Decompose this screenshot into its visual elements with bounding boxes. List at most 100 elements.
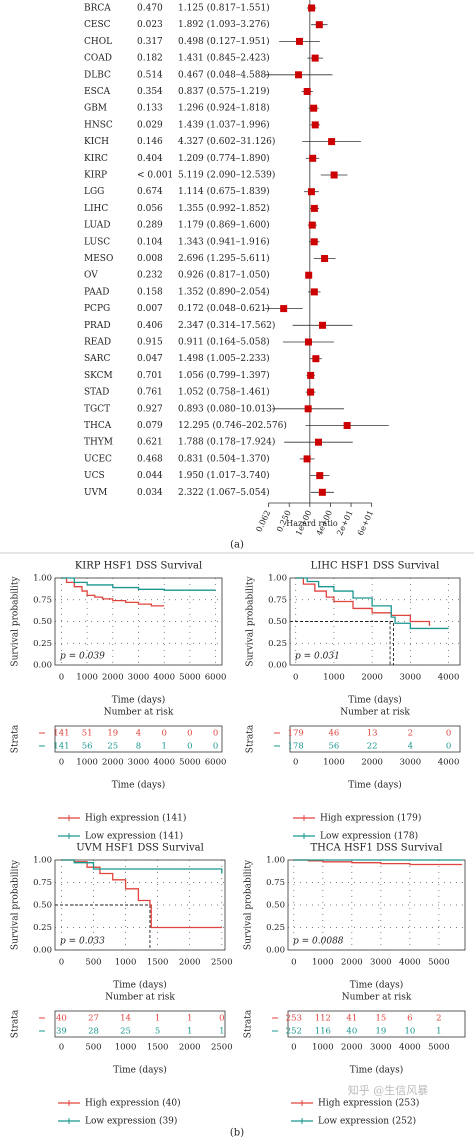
p-value: 0.468 (137, 454, 163, 464)
x-axis-label: Time (days) (348, 695, 401, 706)
p-value: < 0.001 (137, 171, 173, 181)
x-tick-label: 2500 (211, 958, 233, 968)
risk-frame (289, 725, 461, 753)
hr-marker (319, 321, 327, 329)
x-tick-label: 1000 (323, 758, 345, 768)
risk-count: 56 (329, 742, 340, 752)
category-label: KICH (84, 137, 109, 147)
p-value: 0.023 (137, 20, 163, 30)
risk-frame (54, 725, 223, 753)
risk-count: 2 (436, 1014, 441, 1024)
panel-label: (a) (230, 540, 244, 551)
category-label: MESO (84, 254, 113, 264)
p-value: p = 0.033 (60, 937, 105, 947)
x-tick-label: 4000 (153, 673, 175, 683)
risk-count: 8 (136, 742, 141, 752)
hr-marker (314, 438, 322, 446)
risk-count: 10 (404, 1027, 415, 1037)
risk-frame (54, 1010, 226, 1038)
p-value: 0.915 (137, 338, 163, 348)
survival-curve (61, 859, 223, 874)
x-axis-label: Time (days) (350, 1065, 403, 1076)
p-value: 0.044 (137, 471, 163, 481)
p-value: 0.104 (137, 237, 163, 247)
risk-count: 15 (375, 1014, 386, 1024)
y-tick-label: 0.00 (33, 661, 52, 671)
risk-count: 40 (56, 1014, 67, 1024)
hr-marker (303, 88, 311, 95)
risk-count: 19 (107, 729, 118, 739)
x-tick-label: 0 (59, 673, 64, 683)
hr-marker (311, 54, 319, 62)
x-tick-label: 3000 (370, 1043, 392, 1053)
risk-count: 2 (408, 729, 413, 739)
x-tick-label: 2000 (102, 758, 124, 768)
risk-count: 0 (219, 1014, 224, 1024)
hr-label: 1.114 (0.675–1.839) (178, 186, 270, 197)
risk-count: 4 (408, 742, 413, 752)
legend-label: High expression (40) (85, 1098, 181, 1109)
p-value: 0.056 (137, 204, 163, 214)
x-tick-label: 1500 (147, 1043, 169, 1053)
risk-title: Number at risk (105, 993, 175, 1003)
p-value: 0.406 (137, 321, 163, 331)
risk-count: 0 (446, 742, 451, 752)
x-tick-label: 500 (85, 958, 101, 968)
category-label: SARC (84, 354, 110, 364)
x-tick-label: 2000 (179, 1043, 201, 1053)
x-tick-label: 0 (59, 958, 64, 968)
category-label: LUSC (84, 237, 110, 247)
hr-marker (280, 305, 288, 313)
hr-label: 1.892 (1.093–3.276) (178, 19, 270, 30)
category-label: THYM (84, 438, 113, 448)
x-tick-label: 5000 (179, 758, 201, 768)
category-label: CHOL (84, 37, 112, 47)
category-label: ESCA (84, 87, 111, 97)
p-value: 0.701 (137, 371, 163, 381)
p-value: p = 0.039 (60, 652, 105, 662)
hr-label: 1.352 (0.890–2.054) (178, 286, 270, 297)
risk-count: 13 (367, 729, 378, 739)
x-tick-label: 2e+01 (335, 509, 354, 537)
x-tick-label: 6000 (205, 673, 227, 683)
strata-label: Strata (11, 724, 21, 753)
p-value: 0.146 (137, 137, 163, 147)
x-tick-label: 1000 (76, 673, 98, 683)
y-axis-label: Survival probability (11, 859, 21, 950)
risk-count: 14 (120, 1014, 131, 1024)
risk-count: 28 (88, 1027, 99, 1037)
survival-curve (293, 859, 463, 866)
legend-label: Low expression (39) (85, 1116, 177, 1127)
y-tick-label: 1.00 (33, 574, 52, 584)
risk-count: 141 (53, 729, 69, 739)
hr-label: 1.056 (0.799–1.397) (178, 370, 270, 381)
x-tick-label: 0 (293, 758, 298, 768)
x-tick-label: 6000 (205, 758, 227, 768)
hr-label: 1.296 (0.924–1.818) (178, 103, 270, 114)
p-value: 0.354 (137, 87, 163, 97)
category-label: BRCA (84, 4, 111, 14)
y-tick-label: 1.00 (268, 574, 287, 584)
hr-label: 4.327 (0.602–31.126) (178, 136, 275, 147)
category-label: SKCM (84, 371, 113, 381)
category-label: DLBC (84, 70, 111, 80)
risk-count: 1 (155, 1014, 160, 1024)
category-label: LIHC (84, 204, 108, 214)
risk-count: 1 (187, 1014, 192, 1024)
hr-label: 1.439 (1.037–1.996) (178, 119, 270, 130)
risk-count: 40 (346, 1027, 357, 1037)
y-tick-label: 0.50 (268, 617, 287, 627)
legend-label: Low expression (178) (320, 831, 418, 842)
y-tick-label: 0.25 (266, 923, 285, 933)
x-tick-label: 4000 (153, 758, 175, 768)
hr-label: 0.893 (0.080–10.013) (178, 403, 275, 414)
y-tick-label: 0.00 (33, 946, 52, 956)
p-value: 0.034 (137, 488, 163, 498)
y-axis-label: Survival probability (244, 859, 254, 950)
hr-label: 1.052 (0.758–1.461) (178, 387, 270, 398)
x-axis-label: Time (days) (113, 980, 166, 991)
strata-label: Strata (246, 724, 256, 753)
x-tick-label: 4000 (399, 1043, 421, 1053)
x-tick-label: 0.062 (254, 509, 272, 534)
